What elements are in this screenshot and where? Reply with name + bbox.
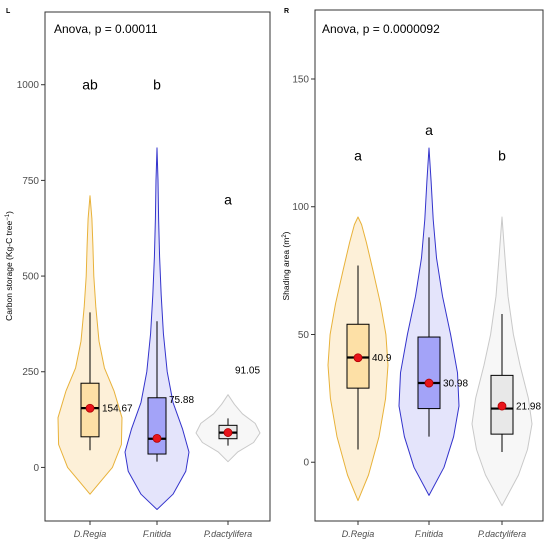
left-y-tick-label: 250 [22,367,39,378]
left-y-axis-label: Carbon storage (Kg-C tree−1) [4,211,14,321]
left-x-tick-label: D.Regia [74,529,107,539]
right-mean-label: 40.9 [372,353,392,364]
left-mean-point [85,403,95,413]
svg-text:Shading area (m2): Shading area (m2) [281,231,291,300]
right-box [417,336,441,410]
right-y-tick-label: 0 [303,458,309,469]
left-mean-label: 75.88 [169,395,194,406]
left-y-tick-label: 750 [22,176,39,187]
left-x-tick-label: P.dactylifera [204,529,252,539]
left-mean-label: 91.05 [235,365,260,376]
left-y-tick-label: 500 [22,272,39,283]
left-box [147,397,167,455]
right-y-tick-label: 50 [298,330,310,341]
left-y-tick-label: 1000 [17,80,40,91]
right-mean-point [353,353,363,363]
right-mean-point [497,401,507,411]
left-anova-label: Anova, p = 0.00011 [54,22,158,36]
left-x-tick-label: F.nitida [143,529,171,539]
right-y-tick-label: 150 [292,74,309,85]
right-significance-letter: b [498,148,506,164]
right-x-tick-label: D.Regia [342,529,375,539]
right-mean-label: 30.98 [443,379,468,390]
right-panel: R Anova, p = 0.0000092 Shading area (m2)… [281,8,544,539]
right-y-tick-label: 100 [292,202,309,213]
left-significance-letter: a [224,192,232,208]
right-y-axis-label: Shading area (m2) [281,231,291,300]
right-x-tick-label: F.nitida [415,529,443,539]
right-anova-label: Anova, p = 0.0000092 [322,22,440,36]
right-mean-point [424,378,434,388]
right-x-tick-label: P.dactylifera [478,529,526,539]
left-mean-label: 154.67 [102,404,133,415]
svg-text:Carbon storage (Kg-C tree−1): Carbon storage (Kg-C tree−1) [4,211,14,321]
left-y-tick-label: 0 [33,463,39,474]
right-significance-letter: a [354,148,362,164]
right-panel-tag: R [284,8,289,15]
right-significance-letter: a [425,122,433,138]
right-mean-label: 21.98 [516,402,541,413]
left-panel-tag: L [6,8,11,15]
left-significance-letter: b [153,77,161,93]
left-mean-point [223,428,233,437]
left-mean-point [152,433,162,443]
left-panel: L Anova, p = 0.00011 Carbon storage (Kg-… [4,8,271,539]
left-significance-letter: ab [82,77,98,93]
